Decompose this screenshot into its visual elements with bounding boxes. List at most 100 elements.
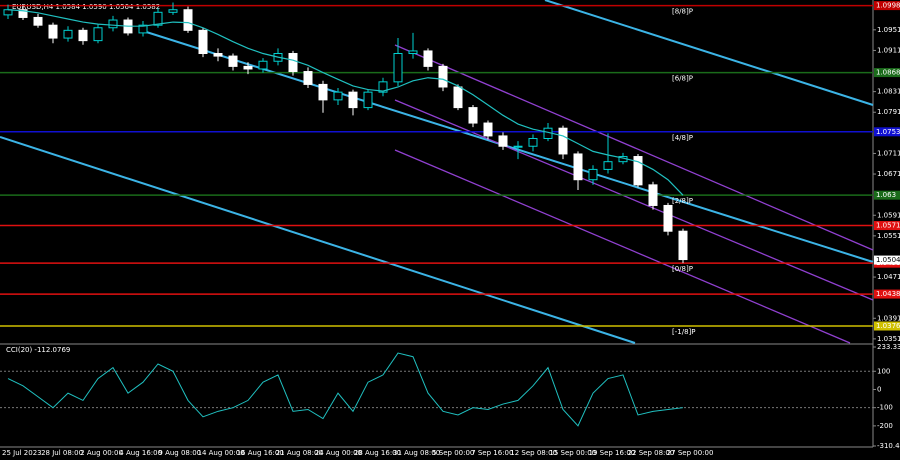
regression-channel-line [394,99,874,301]
candle-body [318,83,328,101]
level-tag: [2/8]P [672,197,693,205]
x-tick-label: 4 Aug 16:00 [119,449,162,457]
y-tick-label: 1.0911 [877,46,900,54]
candle-body [678,230,688,261]
regression-channel-line [394,149,851,344]
x-tick-label: 28 Aug 16:00 [354,449,401,457]
last-price-box [874,255,900,265]
candle-body [183,9,193,31]
level-tag: [4/8]P [672,134,693,142]
x-tick-label: 21 Aug 08:00 [276,449,323,457]
level-label-box [874,289,900,299]
candle-body [168,9,178,13]
cci-line [7,352,684,427]
x-tick-label: 28 Jul 08:00 [41,449,83,457]
y-tick-label: -310.449 [877,442,900,450]
candle-body [483,122,493,137]
candle-body [513,145,523,148]
level-label-box [874,321,900,331]
y-tick-label: 233.3313 [877,343,900,351]
level-label: 1.0868 [876,69,900,77]
chart-frame [0,0,874,448]
level-label: 1.0376 [876,322,900,330]
x-tick-label: 16 Aug 16:00 [237,449,284,457]
candle-body [93,27,103,42]
y-tick-label: 100 [877,367,890,375]
candle-body [48,24,58,39]
candle-body [303,71,313,85]
level-label-box [874,1,900,11]
x-tick-label: 15 Sep 00:00 [549,449,596,457]
candle-body [648,184,658,206]
level-label: 1.063 [876,191,896,199]
level-label: 1.0753 [876,128,900,136]
candle-body [138,24,148,34]
x-tick-label: 12 Sep 08:00 [510,449,557,457]
level-tag: [-1/8]P [672,328,695,336]
y-tick-label: 1.0951 [877,26,900,34]
y-tick-label: 1.0591 [877,211,900,219]
candle-body [363,91,373,109]
x-tick-label: 22 Sep 08:00 [628,449,675,457]
candle-body [453,86,463,109]
level-label: 1.0571 [876,222,900,230]
candle-body [438,65,448,88]
candle-body [63,29,73,39]
moving-average [7,9,684,196]
y-tick-label: -100 [877,404,893,412]
candle-body [573,153,583,181]
candle-body [108,19,118,29]
chart-title: EURUSD,H4 1.0584 1.0590 1.0564 1.0582 [12,3,160,11]
candle-body [228,55,238,67]
y-tick-label: 1.0471 [877,273,900,281]
candle-body [33,16,43,26]
y-tick-label: 0 [877,385,881,393]
y-tick-label: 1.0551 [877,232,900,240]
y-tick-label: 1.0791 [877,108,900,116]
y-tick-label: -200 [877,422,893,430]
x-tick-label: 31 Aug 08:00 [393,449,440,457]
x-tick-label: 2 Aug 00:00 [80,449,123,457]
candle-body [258,60,268,70]
candle-body [348,91,358,109]
y-tick-label: 1.0351 [877,335,900,343]
level-label: 1.0438 [876,290,900,298]
y-tick-label: 1.0391 [877,314,900,322]
level-tag: [8/8]P [672,8,693,16]
x-tick-label: 25 Jul 2023 [2,449,42,457]
candle-body [588,168,598,181]
level-label-box [874,221,900,231]
trend-channel-line [544,0,874,106]
candle-body [633,156,643,186]
x-tick-label: 24 Aug 00:00 [315,449,362,457]
regression-channel-line [394,44,874,251]
candle-body [468,107,478,124]
candle-body [663,204,673,232]
candle-body [558,127,568,155]
y-tick-label: 1.0831 [877,88,900,96]
candle-body [333,91,343,101]
candle-body [198,29,208,55]
x-tick-label: 19 Sep 16:00 [589,449,636,457]
candle-body [498,135,508,147]
level-label-box [874,127,900,137]
candle-body [18,9,28,18]
level-label-box [874,190,900,200]
level-tag: [6/8]P [672,75,693,83]
x-tick-label: 14 Aug 00:00 [198,449,245,457]
candle-body [78,29,88,42]
last-price-label: 1.0504 [876,256,900,264]
candle-body [288,53,298,73]
trend-channel-line [0,136,636,344]
candle-body [393,53,403,83]
x-tick-label: 27 Sep 00:00 [667,449,714,457]
indicator-title: CCI(20) -112.0769 [6,346,70,354]
candle-body [213,53,223,57]
candle-body [423,50,433,67]
level-label-box [874,68,900,78]
level-label: 1.0998 [876,2,900,10]
level-tag: [0/8]P [672,265,693,273]
candle-body [3,9,13,16]
